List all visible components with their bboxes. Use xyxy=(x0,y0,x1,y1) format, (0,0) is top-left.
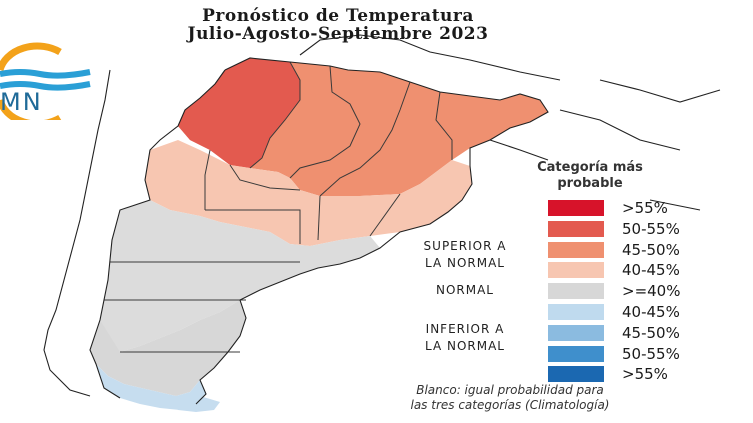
map-region-patagonia xyxy=(90,300,246,396)
legend-label: 40-45% xyxy=(622,261,680,280)
smn-logo xyxy=(0,42,91,120)
legend-label: >=40% xyxy=(622,282,681,301)
logo-sun-arc xyxy=(0,42,62,72)
footnote-line1: Blanco: igual probabilidad para xyxy=(416,383,604,397)
legend-title-2: probable xyxy=(557,176,623,191)
legend-label: 50-55% xyxy=(622,344,680,363)
footnote-line2: las tres categorías (Climatología) xyxy=(410,398,610,412)
legend-label: >55% xyxy=(622,199,668,217)
legend-label: >55% xyxy=(622,365,668,384)
legend-swatch xyxy=(548,304,604,320)
category-superior: SUPERIOR A LA NORMAL xyxy=(390,238,540,272)
legend-swatch xyxy=(548,262,604,279)
category-normal: NORMAL xyxy=(435,283,494,297)
category-superior-line1: SUPERIOR A xyxy=(423,239,507,253)
category-inferior: INFERIOR A LA NORMAL xyxy=(390,321,540,355)
legend-title: Categoría más xyxy=(537,160,643,175)
legend-swatch xyxy=(548,366,604,383)
legend-swatch xyxy=(548,324,604,341)
coastline xyxy=(43,34,721,405)
logo-wave-2 xyxy=(0,81,91,91)
legend-swatch xyxy=(548,200,604,216)
legend-swatch xyxy=(548,220,604,237)
legend-label: 50-55% xyxy=(622,219,680,238)
map-region-tierra-del-fuego xyxy=(170,396,220,412)
province-borders xyxy=(104,61,453,353)
logo-sun-arc-bottom xyxy=(0,98,62,120)
map-region-center xyxy=(145,140,472,246)
map-region-central-south xyxy=(100,200,380,352)
footnote: Blanco: igual probabilidad para las tres… xyxy=(330,383,690,413)
map-region-north-core xyxy=(178,58,300,168)
legend-label: 45-50% xyxy=(622,240,680,259)
category-superior-line2: LA NORMAL xyxy=(425,256,505,270)
legend-label: 45-50% xyxy=(622,323,680,342)
legend-swatch xyxy=(548,345,604,362)
legend-swatch xyxy=(548,241,604,258)
logo-wave-1 xyxy=(0,69,91,79)
map-subtitle: Julio-Agosto-Septiembre 2023 xyxy=(187,24,489,44)
logo-text: MN xyxy=(0,88,43,116)
map-title: Pronóstico de Temperatura xyxy=(202,6,474,26)
legend-label: 40-45% xyxy=(622,303,680,321)
category-inferior-line1: INFERIOR A xyxy=(425,322,505,336)
legend-swatch xyxy=(548,283,604,300)
category-inferior-line2: LA NORMAL xyxy=(425,339,505,353)
